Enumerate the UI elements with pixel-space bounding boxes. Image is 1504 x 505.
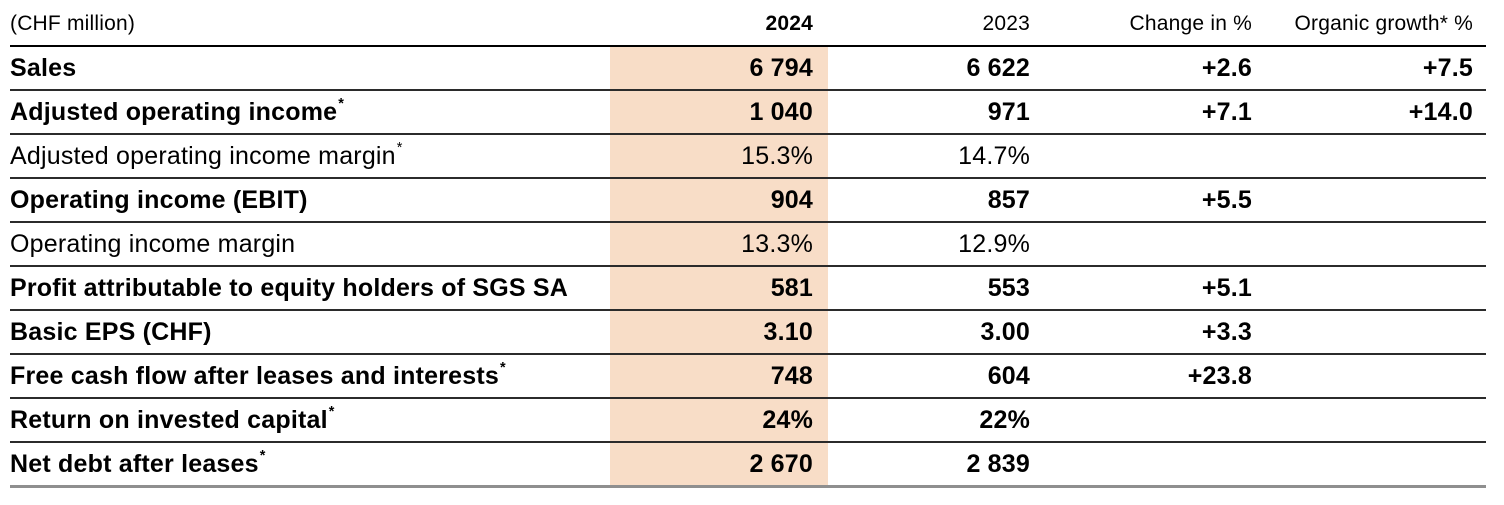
header-col-organic: Organic growth* % — [1294, 12, 1473, 35]
row-label: Adjusted operating income * — [10, 96, 345, 126]
value-2023: 604 — [987, 361, 1030, 390]
value-organic — [1267, 399, 1486, 441]
value-2024: 6 794 — [610, 47, 828, 89]
value-2023: 857 — [987, 185, 1030, 214]
value-2024: 1 040 — [610, 91, 828, 133]
value-2024: 13.3% — [610, 223, 828, 265]
table-row-net-debt-after-leases: Net debt after leases * 2 670 2 839 — [10, 443, 1486, 485]
value-2024: 904 — [610, 179, 828, 221]
row-label: Operating income (EBIT) — [10, 185, 308, 214]
value-organic — [1267, 135, 1486, 177]
value-2023: 2 839 — [966, 449, 1030, 478]
header-col-2024: 2024 — [765, 12, 813, 35]
table-row-operating-income-margin: Operating income margin 13.3% 12.9% — [10, 223, 1486, 267]
value-change: +23.8 — [1187, 361, 1252, 390]
row-label: Profit attributable to equity holders of… — [10, 273, 569, 302]
header-col-change: Change in % — [1129, 12, 1252, 35]
row-label: Free cash flow after leases and interest… — [10, 360, 506, 390]
value-change: +2.6 — [1201, 53, 1252, 82]
row-label: Adjusted operating income margin * — [10, 140, 403, 170]
row-label: Operating income margin — [10, 229, 296, 258]
value-2023: 22% — [979, 405, 1030, 434]
value-2023: 971 — [987, 97, 1030, 126]
row-label: Basic EPS (CHF) — [10, 317, 212, 346]
value-2023: 14.7% — [958, 141, 1030, 170]
value-change: +7.1 — [1201, 97, 1252, 126]
value-2024: 3.10 — [610, 311, 828, 353]
table-row-operating-income-ebit: Operating income (EBIT) 904 857 +5.5 — [10, 179, 1486, 223]
table-row-profit-attributable: Profit attributable to equity holders of… — [10, 267, 1486, 311]
value-organic — [1267, 311, 1486, 353]
value-2024: 24% — [610, 399, 828, 441]
value-change — [1045, 399, 1267, 441]
value-organic — [1267, 223, 1486, 265]
value-organic — [1267, 179, 1486, 221]
value-2024: 748 — [610, 355, 828, 397]
value-2023: 6 622 — [966, 53, 1030, 82]
table-row-sales: Sales 6 794 6 622 +2.6 +7.5 — [10, 47, 1486, 91]
value-2023: 12.9% — [958, 229, 1030, 258]
header-unit-label: (CHF million) — [10, 12, 136, 35]
table-row-adjusted-operating-income-margin: Adjusted operating income margin * 15.3% … — [10, 135, 1486, 179]
table-row-basic-eps: Basic EPS (CHF) 3.10 3.00 +3.3 — [10, 311, 1486, 355]
row-label: Sales — [10, 53, 77, 82]
value-organic — [1267, 267, 1486, 309]
value-2024: 15.3% — [610, 135, 828, 177]
value-change — [1045, 135, 1267, 177]
value-change — [1045, 443, 1267, 485]
table-row-free-cash-flow: Free cash flow after leases and interest… — [10, 355, 1486, 399]
value-organic — [1267, 355, 1486, 397]
table-row-adjusted-operating-income: Adjusted operating income * 1 040 971 +7.… — [10, 91, 1486, 135]
value-organic: +7.5 — [1422, 53, 1473, 82]
value-organic: +14.0 — [1408, 97, 1473, 126]
row-label: Net debt after leases * — [10, 448, 266, 478]
header-col-2023: 2023 — [982, 12, 1030, 35]
financial-summary-table: (CHF million) 2024 2023 Change in % Orga… — [10, 2, 1486, 488]
value-organic — [1267, 443, 1486, 485]
value-change — [1045, 223, 1267, 265]
table-header-row: (CHF million) 2024 2023 Change in % Orga… — [10, 2, 1486, 47]
value-2023: 3.00 — [980, 317, 1030, 346]
value-change: +3.3 — [1201, 317, 1252, 346]
value-2023: 553 — [987, 273, 1030, 302]
row-label: Return on invested capital * — [10, 404, 335, 434]
value-change: +5.5 — [1201, 185, 1252, 214]
table-row-return-on-invested-capital: Return on invested capital * 24% 22% — [10, 399, 1486, 443]
value-2024: 581 — [610, 267, 828, 309]
value-change: +5.1 — [1201, 273, 1252, 302]
value-2024: 2 670 — [610, 443, 828, 485]
